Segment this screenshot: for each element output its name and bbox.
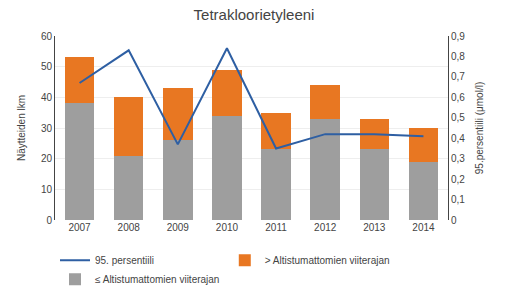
svg-text:Näytteiden lkm: Näytteiden lkm [16, 95, 27, 161]
svg-text:Tetrakloorietyleeni: Tetrakloorietyleeni [194, 6, 315, 23]
svg-text:0,2: 0,2 [451, 174, 465, 185]
svg-text:60: 60 [41, 31, 53, 42]
svg-text:0,8: 0,8 [451, 51, 465, 62]
svg-text:30: 30 [41, 123, 53, 134]
svg-text:> Altistumattomien viiterajan: > Altistumattomien viiterajan [265, 255, 390, 266]
svg-text:0: 0 [46, 215, 52, 226]
svg-text:0,3: 0,3 [451, 153, 465, 164]
svg-text:10: 10 [41, 184, 53, 195]
svg-text:0,9: 0,9 [451, 31, 465, 42]
svg-text:40: 40 [41, 92, 53, 103]
svg-text:2010: 2010 [216, 222, 239, 233]
svg-text:2012: 2012 [314, 222, 337, 233]
svg-text:2009: 2009 [167, 222, 190, 233]
svg-text:0,5: 0,5 [451, 112, 465, 123]
svg-text:0,4: 0,4 [451, 133, 465, 144]
svg-text:≤ Altistumattomien viiterajan: ≤ Altistumattomien viiterajan [95, 274, 219, 285]
svg-text:2008: 2008 [118, 222, 141, 233]
svg-text:2007: 2007 [68, 222, 91, 233]
svg-text:0,1: 0,1 [451, 194, 465, 205]
svg-text:95. persentiili: 95. persentiili [95, 255, 154, 266]
svg-text:20: 20 [41, 153, 53, 164]
svg-text:50: 50 [41, 61, 53, 72]
svg-text:95.persentiili (μmol/l): 95.persentiili (μmol/l) [474, 82, 485, 174]
svg-text:2013: 2013 [363, 222, 386, 233]
svg-text:0,7: 0,7 [451, 71, 465, 82]
svg-text:2014: 2014 [412, 222, 435, 233]
svg-text:0: 0 [451, 215, 457, 226]
svg-text:2011: 2011 [265, 222, 287, 233]
svg-text:0,6: 0,6 [451, 92, 465, 103]
